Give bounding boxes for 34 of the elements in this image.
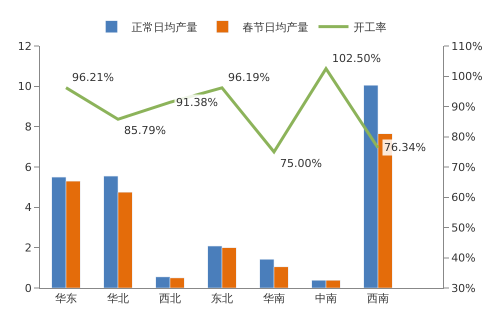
- y2-tick-label: 50%: [451, 221, 476, 234]
- y2-tick-label: 90%: [451, 100, 476, 114]
- y2-tick-label: 110%: [451, 40, 483, 53]
- legend-label: 春节日均产量: [242, 20, 308, 34]
- y2-tick-label: 60%: [451, 191, 476, 204]
- y2-tick-label: 80%: [451, 130, 476, 144]
- y-tick-label: 2: [24, 242, 32, 255]
- data-label: 96.21%: [72, 71, 114, 84]
- data-label: 85.79%: [124, 124, 166, 137]
- x-tick-label: 华东: [55, 292, 77, 306]
- data-label: 91.38%: [176, 96, 218, 109]
- y-tick-label: 8: [24, 120, 32, 134]
- data-label: 76.34%: [384, 141, 426, 154]
- y-tick-label: 10: [18, 80, 32, 94]
- legend-label: 正常日均产量: [132, 20, 198, 34]
- legend-label: 开工率: [354, 20, 386, 34]
- data-label: 75.00%: [280, 157, 322, 170]
- x-tick-label: 华南: [263, 292, 285, 306]
- data-label: 102.50%: [332, 52, 381, 65]
- y2-tick-label: 100%: [451, 70, 483, 84]
- line-series: [64, 67, 380, 154]
- y2-tick-label: 40%: [451, 252, 476, 265]
- y-tick-label: 0: [24, 282, 32, 295]
- x-tick-label: 中南: [315, 292, 337, 306]
- x-tick-label: 西南: [367, 292, 389, 306]
- y-tick-label: 6: [24, 160, 32, 174]
- y2-tick-label: 70%: [451, 160, 476, 174]
- x-tick-label: 东北: [211, 292, 233, 306]
- y-tick-label: 12: [18, 40, 32, 53]
- y-tick-label: 4: [24, 201, 32, 214]
- data-label: 96.19%: [228, 71, 270, 84]
- y2-tick-label: 30%: [451, 282, 476, 295]
- x-tick-label: 华北: [107, 292, 129, 306]
- x-tick-label: 西北: [159, 292, 181, 306]
